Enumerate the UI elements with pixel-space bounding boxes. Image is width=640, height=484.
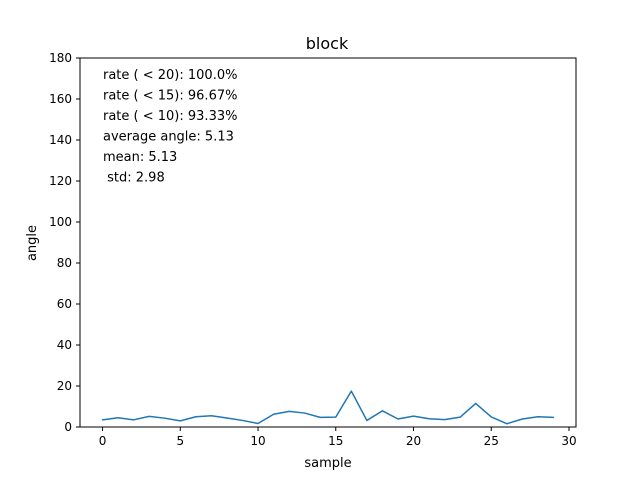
y-tick-label: 140: [49, 133, 72, 147]
x-tick-label: 30: [561, 434, 576, 448]
x-tick-label: 0: [99, 434, 107, 448]
y-tick-label: 180: [49, 51, 72, 65]
stat-annotation: mean: 5.13: [103, 150, 177, 165]
y-axis-label: angle: [25, 225, 40, 261]
x-tick-label: 20: [406, 434, 421, 448]
x-tick-label: 15: [328, 434, 343, 448]
x-axis-label: sample: [304, 456, 351, 471]
stats-annotations: rate ( < 20): 100.0% rate ( < 15): 96.67%…: [103, 68, 237, 186]
chart-title: block: [306, 34, 349, 53]
y-axis: 0 20 40 60 80 100 120 140 160 180: [49, 51, 80, 434]
x-axis: 0 5 10 15 20 25 30: [99, 427, 577, 448]
series-layer: [101, 390, 555, 425]
stat-annotation: average angle: 5.13: [103, 130, 234, 145]
y-tick-label: 120: [49, 174, 72, 188]
y-tick-label: 100: [49, 215, 72, 229]
y-tick-label: 0: [64, 420, 72, 434]
y-tick-label: 60: [57, 297, 72, 311]
y-tick-label: 40: [57, 338, 72, 352]
y-tick-label: 80: [57, 256, 72, 270]
stat-annotation: rate ( < 20): 100.0%: [103, 68, 237, 83]
stat-annotation: rate ( < 10): 93.33%: [103, 109, 237, 124]
x-tick-label: 25: [484, 434, 499, 448]
x-tick-label: 5: [176, 434, 184, 448]
series-line: [101, 390, 555, 425]
y-tick-label: 160: [49, 92, 72, 106]
y-tick-label: 20: [57, 379, 72, 393]
stat-annotation: std: 2.98: [103, 171, 165, 186]
stat-annotation: rate ( < 15): 96.67%: [103, 89, 237, 104]
plot-area: 0 5 10 15 20 25 30 0 20 40 60 80 100 120 140 160 180 ra…: [49, 51, 577, 448]
x-tick-label: 10: [250, 434, 265, 448]
plot-frame: [79, 57, 577, 428]
